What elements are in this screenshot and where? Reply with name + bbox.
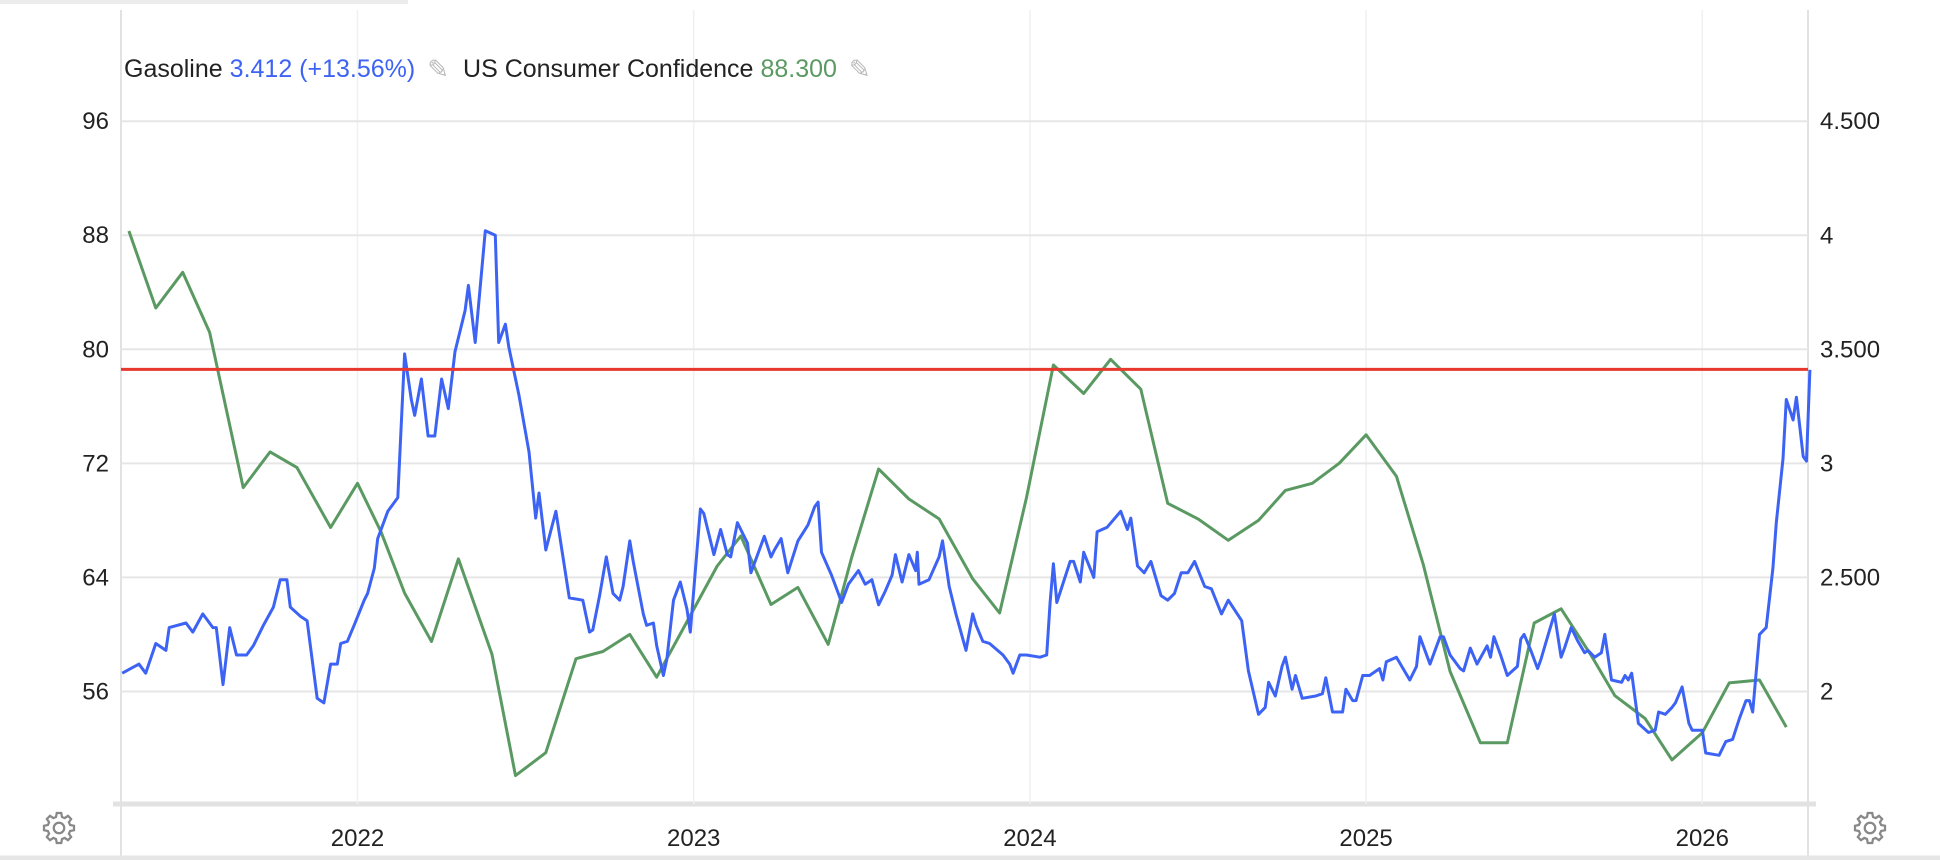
y-left-tick-label: 56 [82, 678, 109, 705]
y-right-tick-label: 2.500 [1820, 564, 1880, 591]
y-left-tick-label: 72 [82, 450, 109, 477]
x-tick-label: 2022 [331, 825, 384, 852]
gear-icon[interactable] [1852, 810, 1888, 846]
legend: Gasoline 3.412 (+13.56%) ✎ US Consumer C… [124, 54, 885, 85]
x-tick-label: 2025 [1339, 825, 1392, 852]
x-tick-label: 2024 [1003, 825, 1056, 852]
top-scroll-strip [0, 0, 408, 4]
y-left-tick-label: 88 [82, 222, 109, 249]
gear-icon[interactable] [41, 810, 77, 846]
y-right-tick-label: 4.500 [1820, 108, 1880, 135]
x-tick-label: 2026 [1676, 825, 1729, 852]
y-right-tick-label: 3 [1820, 450, 1833, 477]
axis-ticks: 2022 2023 2024 2025 2026 96 88 80 72 64 56 4.500 4 3.… [82, 108, 1880, 852]
y-left-tick-label: 80 [82, 336, 109, 363]
legend-gasoline-value: 3.412 (+13.56%) [229, 55, 416, 83]
y-right-tick-label: 4 [1820, 222, 1833, 249]
y-left-tick-label: 64 [82, 564, 109, 591]
series-lines [121, 229, 1812, 778]
x-tick-label: 2023 [667, 825, 720, 852]
consumer-confidence-line [127, 230, 1788, 778]
y-right-tick-label: 2 [1820, 678, 1833, 705]
y-left-tick-label: 96 [82, 108, 109, 135]
legend-confidence-name[interactable]: US Consumer Confidence [463, 55, 754, 83]
y-right-tick-label: 3.500 [1820, 336, 1880, 363]
pencil-icon[interactable]: ✎ [427, 54, 450, 84]
legend-confidence-value: 88.300 [760, 55, 837, 83]
legend-gasoline-name[interactable]: Gasoline [124, 55, 223, 83]
pencil-icon[interactable]: ✎ [848, 54, 871, 84]
grid [0, 10, 1940, 860]
gasoline-line [121, 229, 1812, 757]
